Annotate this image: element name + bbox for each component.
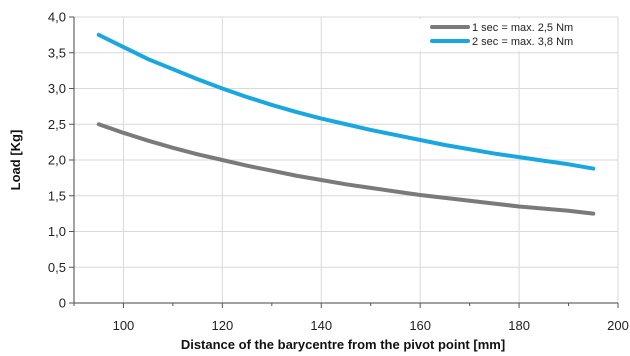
legend-background (418, 19, 616, 51)
legend-label-2: 2 sec = max. 3,8 Nm (472, 36, 573, 48)
y-tick-label: 2,5 (48, 117, 66, 132)
x-tick-label: 180 (508, 318, 530, 333)
legend-label-1: 1 sec = max. 2,5 Nm (472, 22, 573, 34)
y-tick-label: 2,0 (48, 153, 66, 168)
y-tick-label: 4,0 (48, 10, 66, 25)
y-axis-title: Load [Kg] (8, 130, 23, 191)
x-tick-label: 160 (409, 318, 431, 333)
series-line-2 (96, 32, 596, 171)
x-tick-label: 200 (607, 318, 629, 333)
chart-ticks: 0 0,5 1,0 1,5 2,0 2,5 3,0 3,5 4,0 100 120 140 160 180… (48, 10, 629, 334)
y-tick-label: 1,5 (48, 188, 66, 203)
y-tick-label: 3,0 (48, 81, 66, 96)
x-tick-label: 120 (212, 318, 234, 333)
y-tick-label: 0 (59, 296, 66, 311)
x-tick-label: 140 (310, 318, 332, 333)
x-tick-label: 100 (113, 318, 135, 333)
series-line-1 (96, 122, 596, 216)
y-tick-label: 3,5 (48, 45, 66, 60)
y-tick-label: 1,0 (48, 224, 66, 239)
chart-series (96, 32, 596, 216)
y-tick-label: 0,5 (48, 260, 66, 275)
x-axis-title: Distance of the barycentre from the pivo… (181, 337, 505, 352)
chart-legend: 1 sec = max. 2,5 Nm 2 sec = max. 3,8 Nm (418, 19, 616, 51)
